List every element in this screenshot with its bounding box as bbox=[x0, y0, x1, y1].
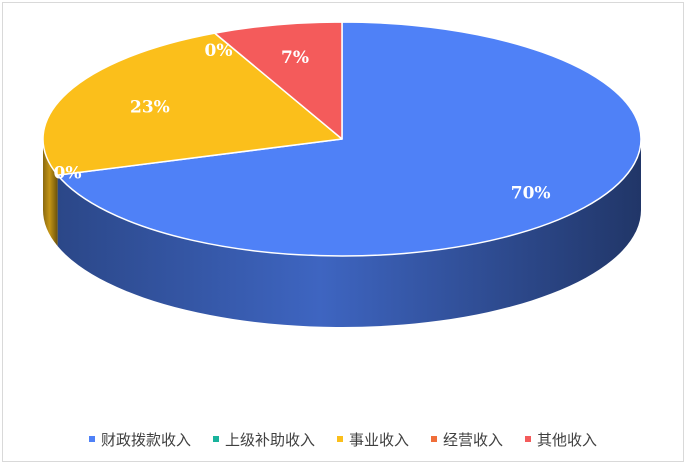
pie-chart: 70% 0% 23% 0% 7% bbox=[42, 21, 642, 327]
legend-swatch-2 bbox=[336, 436, 343, 442]
legend-label-4: 其他收入 bbox=[537, 430, 598, 449]
legend-label-2: 事业收入 bbox=[348, 430, 409, 449]
pie-side-2 bbox=[43, 139, 58, 247]
data-label-1: 0% bbox=[54, 164, 82, 184]
legend-item-1[interactable]: 上级补助收入 bbox=[212, 429, 315, 450]
legend-swatch-1 bbox=[212, 436, 219, 442]
legend: 财政拨款收入 上级补助收入 事业收入 经营收入 其他收入 bbox=[3, 427, 683, 451]
legend-label-0: 财政拨款收入 bbox=[100, 430, 191, 449]
data-label-3: 0% bbox=[205, 41, 233, 61]
pie-slice-0[interactable] bbox=[56, 21, 642, 257]
legend-item-3[interactable]: 经营收入 bbox=[431, 429, 503, 450]
pie-slice-4[interactable] bbox=[213, 21, 343, 140]
legend-label-3: 经营收入 bbox=[443, 430, 504, 449]
legend-item-0[interactable]: 财政拨款收入 bbox=[88, 429, 191, 450]
legend-swatch-3 bbox=[431, 436, 437, 442]
legend-label-1: 上级补助收入 bbox=[224, 430, 315, 449]
data-label-2: 23% bbox=[130, 97, 170, 117]
legend-item-2[interactable]: 事业收入 bbox=[336, 429, 409, 450]
pie-slice-2[interactable] bbox=[42, 32, 343, 176]
legend-item-4[interactable]: 其他收入 bbox=[525, 429, 597, 450]
data-label-4: 7% bbox=[281, 48, 309, 68]
pie-side-0 bbox=[57, 139, 642, 327]
legend-swatch-0 bbox=[88, 436, 95, 442]
chart-frame: 70% 0% 23% 0% 7% 财政拨款收入 上级补助收入 事业收入 经营收入 其他收… bbox=[2, 2, 684, 462]
legend-swatch-4 bbox=[525, 436, 532, 442]
data-label-0: 70% bbox=[511, 184, 551, 204]
